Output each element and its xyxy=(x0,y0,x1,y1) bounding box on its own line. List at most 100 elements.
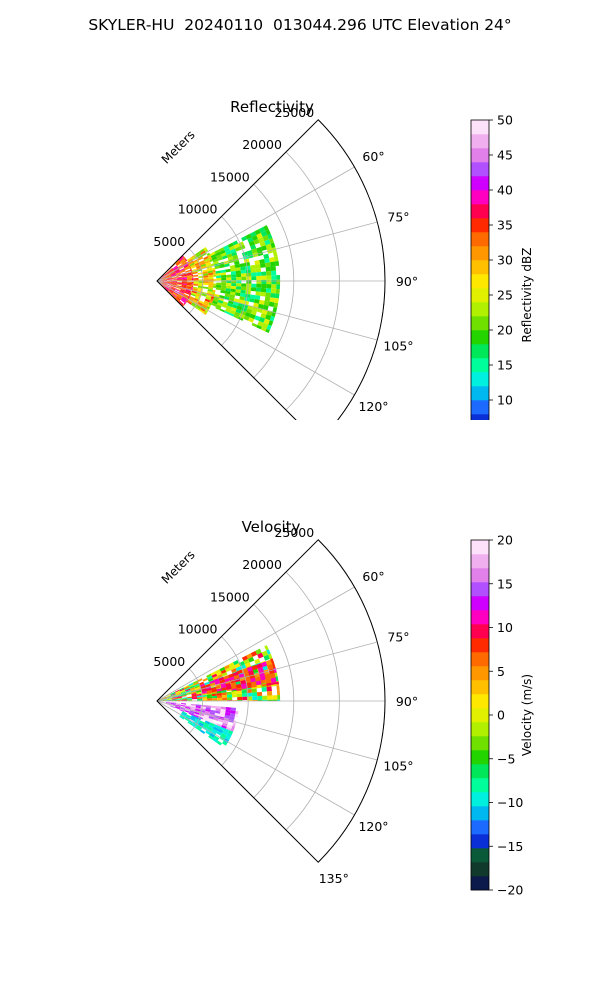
reflectivity-colorbar-label: Reflectivity dBZ xyxy=(520,248,534,343)
echo-cell xyxy=(166,281,173,283)
echo-cell xyxy=(276,681,279,685)
echo-cell xyxy=(276,274,281,280)
echo-cell xyxy=(198,722,204,727)
echo-cell xyxy=(234,713,238,718)
echo-cell xyxy=(223,244,230,250)
echo-cell xyxy=(166,277,172,280)
reflectivity-azimuth-labels: 60°75°90°105°120°135° xyxy=(358,149,418,414)
echo-cell xyxy=(203,300,210,305)
echo-cell xyxy=(234,246,241,252)
echo-cell xyxy=(189,296,195,300)
echo-cell xyxy=(176,693,182,696)
echo-cell xyxy=(188,682,194,687)
echo-cell xyxy=(209,711,216,716)
echo-cell xyxy=(203,275,209,278)
echo-cell xyxy=(266,324,272,331)
echo-cell xyxy=(170,705,175,709)
echo-cell xyxy=(207,677,214,682)
echo-cell xyxy=(255,263,261,269)
echo-cell xyxy=(215,287,221,291)
echo-cell xyxy=(215,284,222,288)
echo-cell xyxy=(170,705,176,708)
colorbar-swatch xyxy=(471,204,489,219)
echo-cell xyxy=(171,276,177,279)
echo-cell xyxy=(207,717,214,722)
echo-cell xyxy=(192,288,198,291)
echo-cell xyxy=(179,688,185,692)
echo-cell xyxy=(165,286,170,290)
echo-cell xyxy=(175,272,181,275)
echo-cell xyxy=(164,287,169,291)
echo-cell xyxy=(174,268,180,272)
range-tick-label: 15000 xyxy=(210,169,250,184)
echo-cell xyxy=(179,715,185,720)
echo-cell xyxy=(175,288,181,292)
echo-cell xyxy=(160,274,165,278)
echo-cell xyxy=(220,733,227,739)
echo-cell xyxy=(164,287,169,292)
azimuth-spoke xyxy=(156,280,378,341)
echo-cell xyxy=(181,698,188,700)
echo-cell xyxy=(213,296,220,300)
echo-cell xyxy=(216,302,223,307)
echo-cell xyxy=(206,252,211,257)
echo-cell xyxy=(266,682,272,686)
echo-cell xyxy=(256,246,263,253)
echo-cell xyxy=(257,667,264,673)
echo-cell xyxy=(207,719,213,724)
echo-cell xyxy=(218,726,225,731)
echo-cell xyxy=(195,704,202,707)
colorbar-swatch xyxy=(471,624,489,639)
colorbar-swatch xyxy=(471,274,489,289)
echo-cell xyxy=(176,276,182,279)
echo-cell xyxy=(181,283,187,286)
echo-cell xyxy=(191,697,198,700)
colorbar-tick-label: 0 xyxy=(497,708,505,723)
echo-cell xyxy=(241,683,247,688)
echo-cell xyxy=(161,283,166,287)
echo-cell xyxy=(179,290,185,294)
echo-cell xyxy=(191,715,197,719)
echo-cell xyxy=(241,283,247,287)
colorbar-swatch xyxy=(471,722,489,737)
echo-cell xyxy=(191,272,193,274)
echo-cell xyxy=(216,692,222,696)
echo-cell xyxy=(171,696,177,698)
echo-cell xyxy=(230,710,236,714)
echo-cell xyxy=(221,722,228,727)
echo-cell xyxy=(225,290,231,295)
echo-cell xyxy=(236,305,243,311)
echo-cell xyxy=(191,288,193,291)
echo-cell xyxy=(226,689,232,692)
echo-cell xyxy=(232,660,239,666)
echo-cell xyxy=(171,697,177,700)
echo-cell xyxy=(210,298,214,302)
colorbar-swatch xyxy=(471,848,489,863)
echo-cell xyxy=(276,279,281,285)
echo-cell xyxy=(165,702,172,704)
echo-cell xyxy=(165,694,171,697)
echo-cell xyxy=(216,254,222,259)
echo-cell xyxy=(212,269,216,273)
echo-cell xyxy=(261,283,267,289)
echo-cell xyxy=(265,328,270,334)
colorbar-swatch xyxy=(471,596,489,611)
echo-cell xyxy=(211,673,218,678)
colorbar-swatch xyxy=(471,372,489,387)
echo-cell xyxy=(172,279,178,281)
echo-cell xyxy=(212,698,218,701)
echo-cell xyxy=(160,274,166,279)
echo-cell xyxy=(264,674,271,680)
echo-cell xyxy=(241,276,247,281)
echo-cell xyxy=(185,715,191,719)
echo-cell xyxy=(186,300,192,305)
echo-cell xyxy=(199,729,206,734)
echo-cell xyxy=(213,678,220,683)
colorbar-tick-label: −15 xyxy=(497,839,523,854)
colorbar-swatch xyxy=(471,792,489,807)
echo-cell xyxy=(260,245,268,251)
echo-cell xyxy=(231,688,237,691)
echo-cell xyxy=(243,658,250,665)
echo-cell xyxy=(190,291,192,293)
echo-cell xyxy=(232,671,239,677)
